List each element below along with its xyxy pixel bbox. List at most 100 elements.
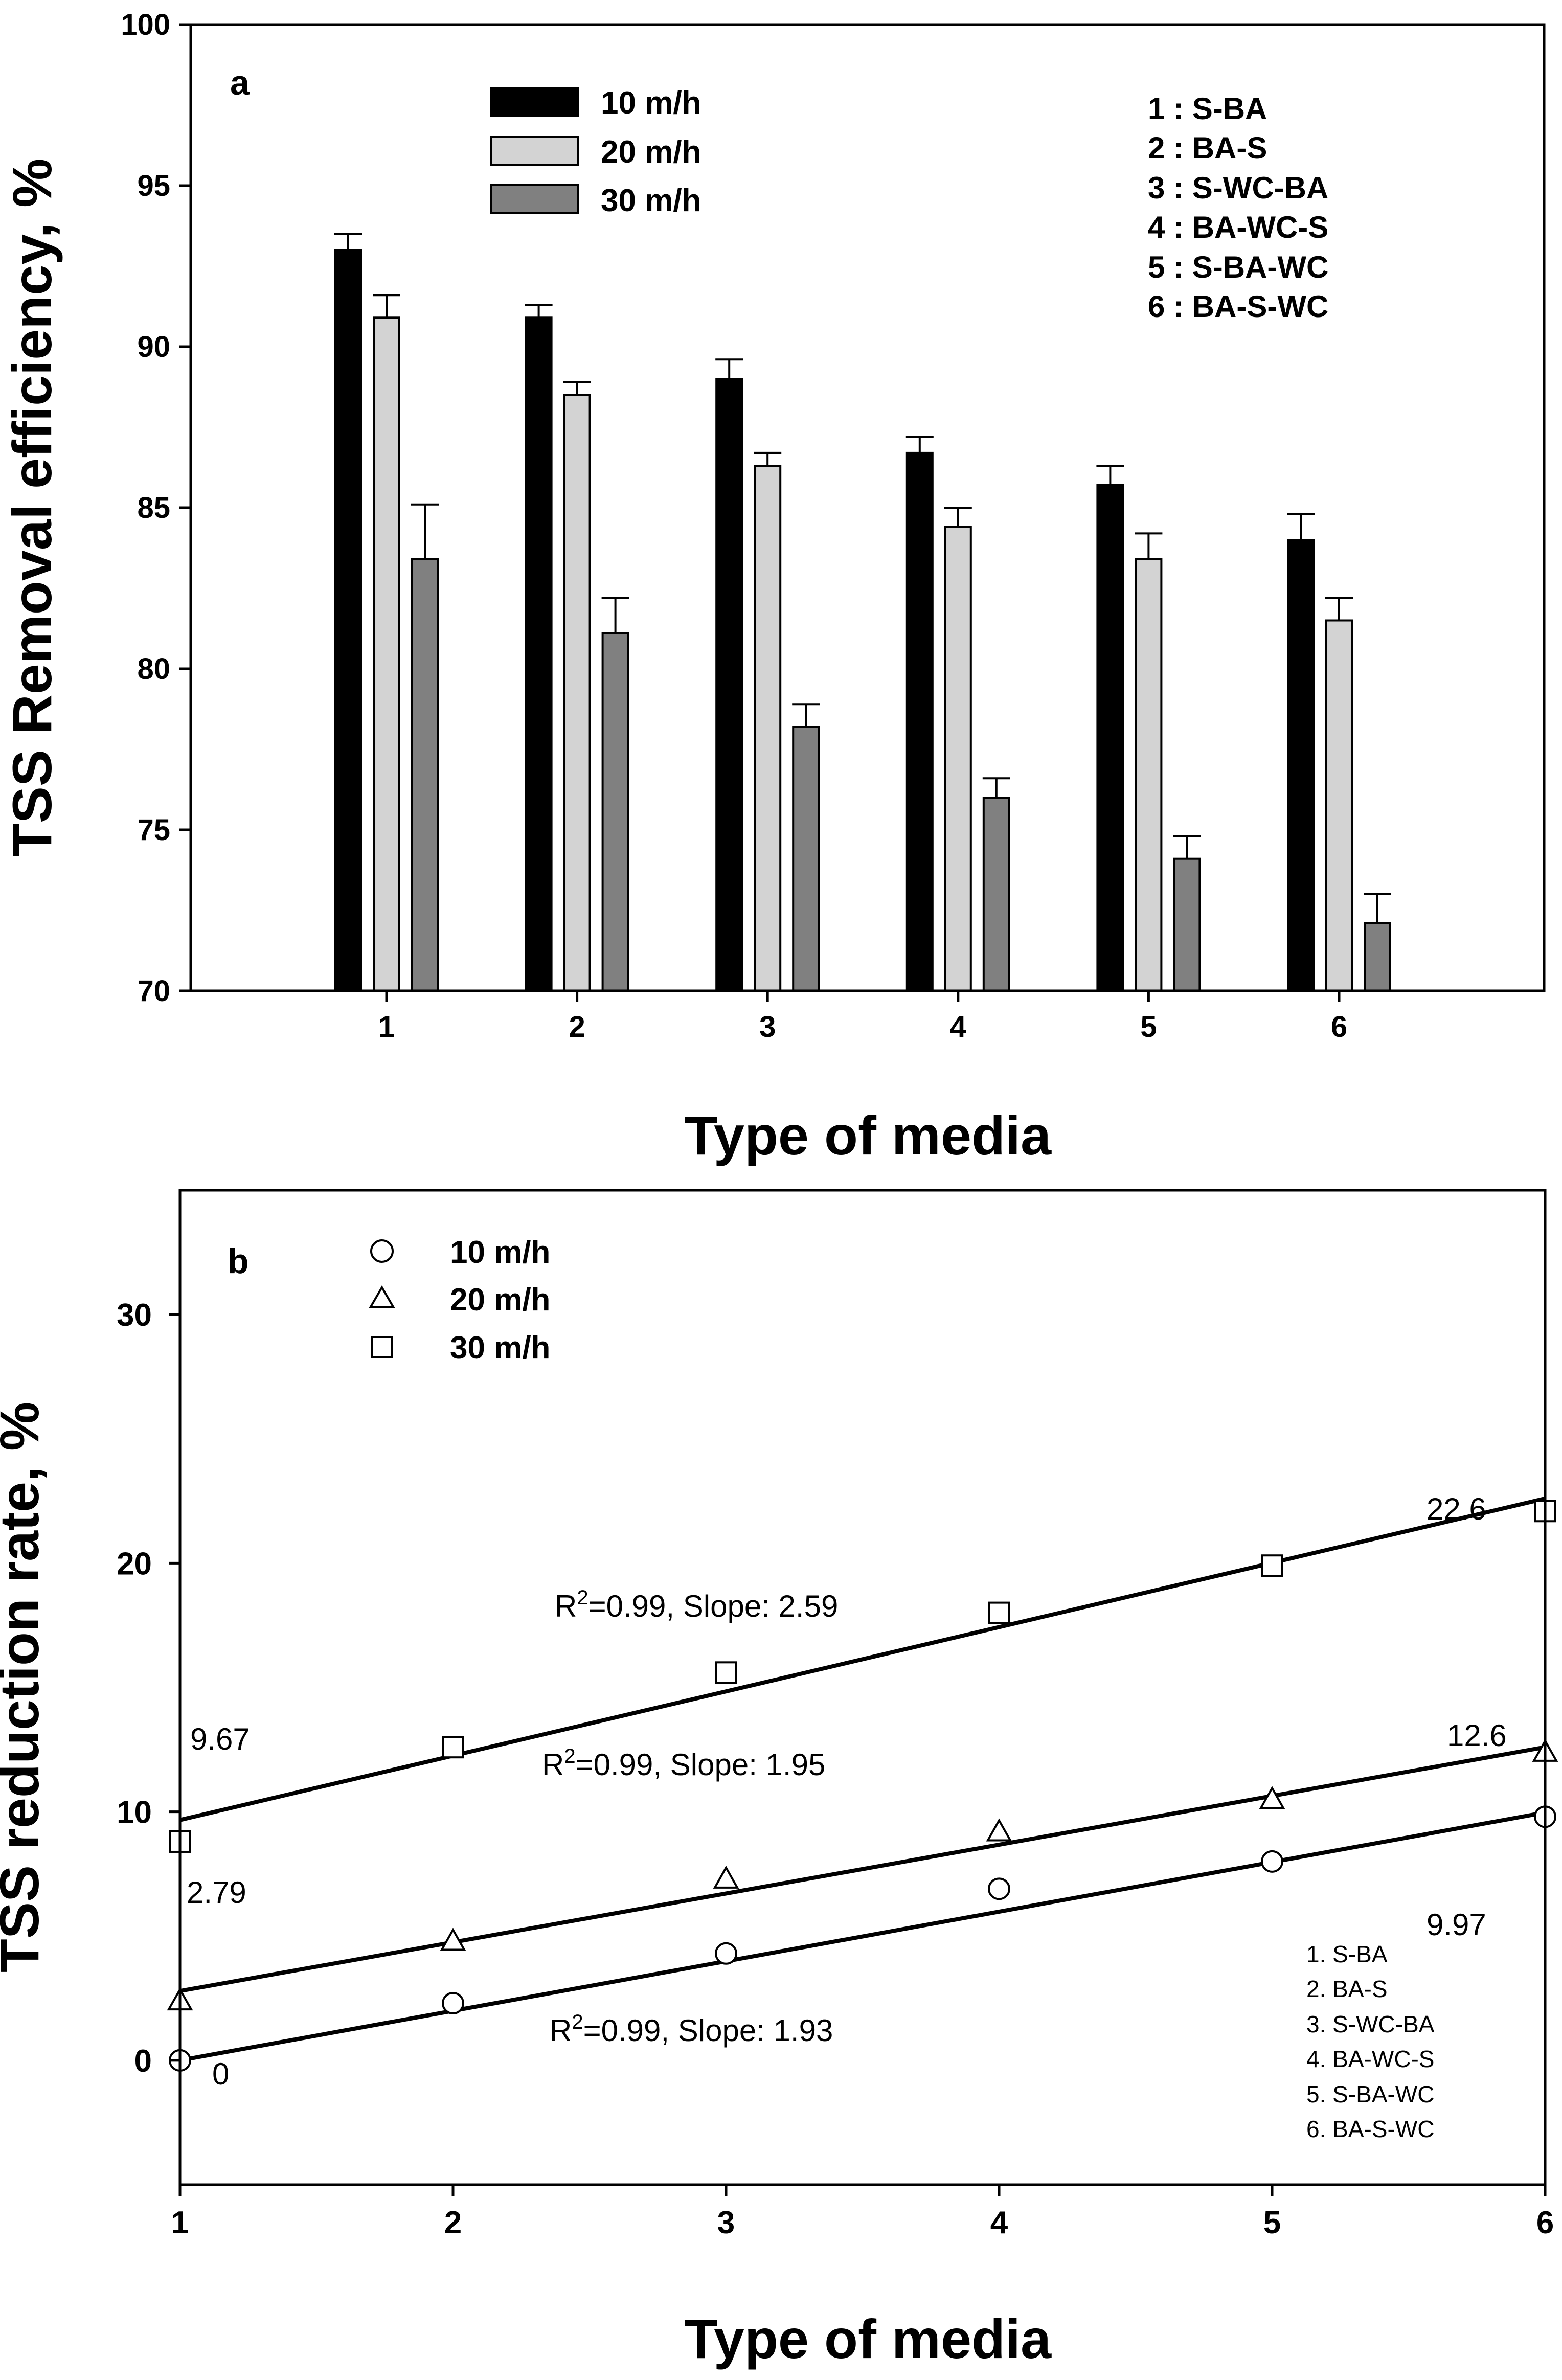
- x-tick-label: 1: [171, 2205, 189, 2240]
- fit-label-text: =0.99, Slope: 2.59: [588, 1589, 839, 1623]
- fit-label-text: =0.99, Slope: 1.93: [583, 2013, 833, 2048]
- y-tick-label: 20: [117, 1546, 152, 1581]
- y-tick-label: 30: [117, 1298, 152, 1333]
- panel-b-plot-frame: [178, 1189, 1547, 2186]
- data-point: [442, 1992, 464, 2015]
- panel-a: 70 75 80 85 90 95 100 1 2 3 4 5 6 a Type of media T…: [1, 8, 1546, 1166]
- bar: [905, 451, 934, 992]
- panel-b-fit-annotations: R2=0.99, Slope: 1.93 R2=0.99, Slope: 1.9…: [187, 1492, 1507, 2091]
- data-point: [988, 1601, 1010, 1624]
- bar: [1287, 539, 1315, 992]
- data-point: [1259, 1786, 1285, 1809]
- media-key-item: 5 : S-BA-WC: [1148, 250, 1328, 284]
- panel-b-x-axis-title: Type of media: [684, 2308, 1052, 2370]
- fit-label-r: R: [542, 1748, 564, 1782]
- data-point: [440, 1928, 466, 1951]
- x-tick-label: 4: [990, 2205, 1008, 2240]
- x-tick-label: 2: [569, 1010, 585, 1044]
- data-point: [715, 1661, 737, 1684]
- x-tick-label: 5: [1140, 1010, 1157, 1044]
- y-tick-label: 85: [137, 491, 170, 525]
- bar: [563, 394, 591, 992]
- data-point: [715, 1942, 737, 1965]
- endpoint-label: 0: [212, 2057, 229, 2091]
- endpoint-label: 22.6: [1427, 1492, 1486, 1526]
- panel-a-marks: [334, 233, 1391, 992]
- bar: [754, 465, 782, 992]
- media-key-item: 4 : BA-WC-S: [1148, 210, 1328, 244]
- bar: [373, 316, 400, 992]
- media-key-item: 2. BA-S: [1306, 1976, 1388, 2002]
- x-tick-label: 6: [1331, 1010, 1347, 1044]
- legend-label-10mh: 10 m/h: [450, 1235, 550, 1270]
- media-key-item: 5. S-BA-WC: [1306, 2081, 1434, 2107]
- endpoint-label: 9.67: [190, 1722, 250, 1756]
- y-tick-label: 0: [134, 2044, 152, 2079]
- fit-label-10mh: R2=0.99, Slope: 1.93: [550, 2011, 833, 2048]
- legend-label-30mh: 30 m/h: [601, 183, 701, 218]
- bar: [1325, 619, 1353, 992]
- x-tick-label: 3: [717, 2205, 735, 2240]
- bar: [944, 526, 972, 992]
- y-tick-label: 70: [137, 974, 170, 1008]
- panel-b-y-axis: 0 10 20 30: [117, 1298, 180, 2079]
- y-tick-label: 10: [117, 1795, 152, 1830]
- legend-swatch-30mh: [490, 184, 579, 214]
- fit-line: [179, 1745, 1546, 1993]
- fit-label-sup: 2: [564, 1745, 575, 1767]
- legend-triangle-marker: [369, 1285, 395, 1308]
- y-tick-label: 75: [137, 813, 170, 847]
- legend-label-30mh: 30 m/h: [450, 1330, 550, 1366]
- y-tick-label: 100: [121, 8, 170, 41]
- panel-a-x-axis: 1 2 3 4 5 6: [378, 991, 1347, 1044]
- fit-label-sup: 2: [577, 1586, 588, 1609]
- legend-label-10mh: 10 m/h: [601, 85, 701, 121]
- endpoint-label: 9.97: [1427, 1908, 1486, 1942]
- legend-label-20mh: 20 m/h: [450, 1282, 550, 1318]
- legend-label-20mh: 20 m/h: [601, 134, 701, 170]
- panel-b-y-axis-title: TSS reduction rate, %: [0, 1402, 50, 1973]
- data-point: [1261, 1554, 1283, 1577]
- legend-swatch-20mh: [490, 136, 579, 166]
- panel-a-y-axis: 70 75 80 85 90 95 100: [121, 8, 191, 1008]
- fit-line: [179, 1497, 1546, 1822]
- data-point: [442, 1736, 464, 1759]
- data-point: [1261, 1850, 1283, 1873]
- endpoint-label: 12.6: [1447, 1718, 1507, 1753]
- bar: [1135, 558, 1163, 992]
- x-tick-label: 1: [378, 1010, 395, 1044]
- bar: [1096, 484, 1124, 992]
- bar: [334, 249, 362, 992]
- data-point: [988, 1877, 1010, 1900]
- panel-a-x-axis-title: Type of media: [684, 1104, 1052, 1166]
- legend-square-marker: [371, 1336, 393, 1358]
- x-tick-label: 5: [1263, 2205, 1281, 2240]
- bar: [525, 316, 553, 992]
- fit-label-r: R: [550, 2013, 572, 2048]
- endpoint-label: 2.79: [187, 1875, 246, 1910]
- panel-b-fit-lines: [179, 1497, 1546, 2062]
- y-tick-label: 90: [137, 330, 170, 364]
- panel-a-label: a: [230, 63, 250, 102]
- media-key-item: 6 : BA-S-WC: [1148, 289, 1328, 324]
- fit-line: [179, 1810, 1546, 2062]
- bar: [982, 797, 1010, 992]
- fit-label-r: R: [555, 1589, 577, 1623]
- media-key-item: 4. BA-WC-S: [1306, 2046, 1434, 2072]
- bar: [1364, 922, 1391, 992]
- media-key-item: 3. S-WC-BA: [1306, 2011, 1435, 2037]
- panel-a-media-key: 1 : S-BA 2 : BA-S 3 : S-WC-BA 4 : BA-WC-…: [1148, 92, 1328, 324]
- media-key-item: 6. BA-S-WC: [1306, 2116, 1434, 2142]
- x-tick-label: 2: [444, 2205, 462, 2240]
- data-point: [986, 1818, 1012, 1842]
- x-tick-label: 3: [759, 1010, 776, 1044]
- fit-label-text: =0.99, Slope: 1.95: [576, 1748, 826, 1782]
- bar: [792, 726, 820, 992]
- legend-circle-marker: [370, 1239, 394, 1263]
- y-tick-label: 95: [137, 169, 170, 202]
- panel-a-y-axis-title: TSS Removal efficiency, %: [1, 158, 63, 857]
- legend-swatch-10mh: [490, 87, 579, 117]
- fit-label-sup: 2: [572, 2011, 583, 2033]
- data-point: [713, 1865, 739, 1889]
